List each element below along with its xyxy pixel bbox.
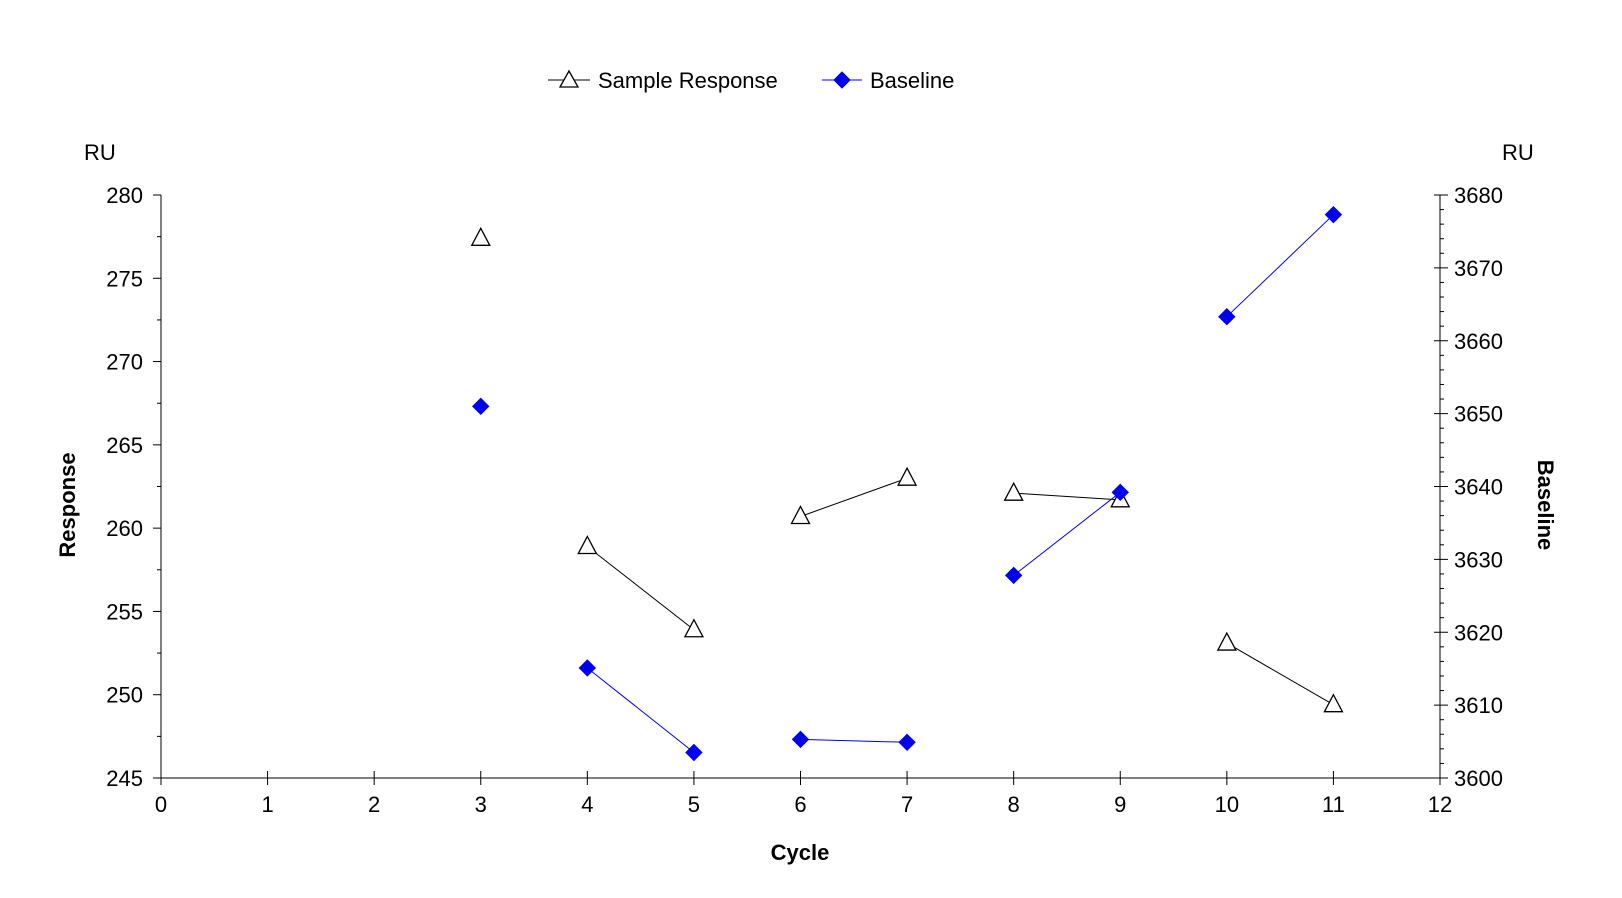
x-tick-label: 1	[261, 792, 273, 817]
sample-response-point	[470, 226, 491, 246]
legend-marker-baseline	[833, 71, 851, 89]
right-axis-unit: RU	[1502, 140, 1534, 165]
left-y-axis-title: Response	[55, 452, 80, 557]
left-y-tick-label: 250	[106, 683, 143, 708]
baseline-point	[1111, 483, 1129, 502]
x-tick-label: 10	[1215, 792, 1239, 817]
legend-label-sample-response: Sample Response	[598, 68, 778, 93]
x-tick-label: 8	[1008, 792, 1020, 817]
x-tick-label: 6	[794, 792, 806, 817]
sample-response-point	[683, 618, 704, 638]
left-y-tick-label: 270	[106, 350, 143, 375]
baseline-point	[1004, 566, 1023, 585]
baseline-line-segment	[1226, 214, 1334, 318]
sample-response-point	[1323, 693, 1344, 713]
x-tick-label: 3	[475, 792, 487, 817]
left-y-tick-label: 265	[106, 433, 143, 458]
baseline-point	[472, 397, 490, 416]
baseline-point	[791, 730, 810, 749]
right-y-tick-label: 3650	[1454, 402, 1503, 427]
sample-response-line-segment	[587, 546, 695, 631]
left-axis-unit: RU	[84, 140, 116, 165]
x-tick-label: 5	[688, 792, 700, 817]
x-tick-label: 4	[581, 792, 593, 817]
x-axis-title: Cycle	[771, 840, 830, 865]
baseline-line-segment	[800, 738, 908, 743]
baseline-point	[578, 659, 597, 677]
left-y-tick-label: 255	[106, 599, 143, 624]
x-tick-label: 12	[1428, 792, 1452, 817]
right-y-tick-label: 3630	[1454, 547, 1503, 572]
axes	[160, 195, 1441, 779]
series-lines	[587, 214, 1334, 753]
series-markers	[470, 205, 1344, 762]
tick-labels: 0 1 2 3 4 5 6 7 8 9 10 11 12245250255260265270275280…	[106, 183, 1503, 817]
right-y-tick-label: 3600	[1454, 766, 1503, 791]
x-tick-label: 7	[901, 792, 913, 817]
baseline-point	[1218, 307, 1236, 326]
sample-response-point	[1216, 631, 1237, 651]
right-y-tick-label: 3680	[1454, 183, 1503, 208]
baseline-line-segment	[1013, 491, 1121, 576]
sample-response-line-segment	[800, 477, 908, 517]
left-y-tick-label: 245	[106, 766, 143, 791]
x-tick-label: 11	[1322, 792, 1345, 817]
baseline-line-segment	[587, 667, 695, 753]
sample-response-line-segment	[1013, 492, 1121, 501]
x-tick-label: 2	[368, 792, 380, 817]
legend-label-baseline: Baseline	[870, 68, 954, 93]
baseline-point	[685, 743, 703, 762]
right-y-axis-title: Baseline	[1533, 460, 1558, 551]
sample-response-point	[790, 505, 811, 525]
ticks	[153, 194, 1448, 785]
right-y-tick-label: 3610	[1454, 693, 1503, 718]
sample-response-point	[897, 466, 918, 486]
right-y-tick-label: 3620	[1454, 620, 1503, 645]
legend: Sample Response Baseline	[548, 68, 954, 93]
sample-response-line-segment	[1226, 642, 1334, 706]
left-y-tick-label: 280	[106, 183, 143, 208]
left-y-tick-label: 275	[106, 266, 143, 291]
legend-marker-sample-response	[558, 69, 580, 88]
right-y-tick-label: 3670	[1454, 256, 1503, 281]
right-y-tick-label: 3660	[1454, 329, 1503, 354]
baseline-point	[898, 733, 916, 751]
x-tick-label: 9	[1114, 792, 1126, 817]
x-tick-label: 0	[155, 792, 167, 817]
left-y-tick-label: 260	[106, 516, 143, 541]
right-y-tick-label: 3640	[1454, 475, 1503, 500]
sample-response-point	[577, 535, 598, 555]
sample-response-point	[1003, 481, 1024, 501]
baseline-point	[1324, 205, 1343, 224]
